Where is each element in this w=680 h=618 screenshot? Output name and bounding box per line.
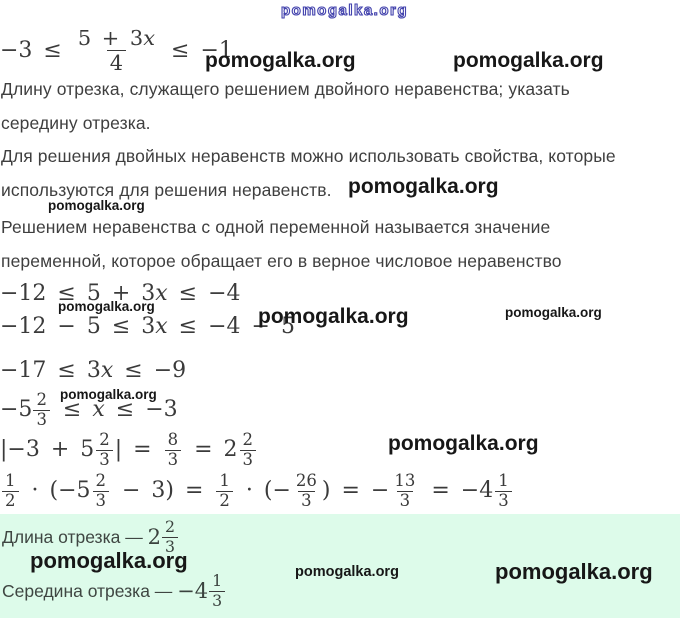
answer-midpoint-value: −4 1 3: [177, 572, 227, 609]
math-text: = −4: [420, 478, 494, 504]
theory-line-2: используются для решения неравенств.: [1, 180, 332, 200]
fraction-numerator: 1: [498, 471, 509, 490]
mixed-number-whole: −4: [177, 578, 209, 603]
theory-line-3: Решением неравенства с одной переменной …: [1, 217, 551, 237]
watermark: pomogalka.org: [295, 564, 399, 580]
watermark: pomogalka.org: [48, 198, 145, 213]
fraction-numerator: 2: [99, 430, 110, 449]
fraction-numerator: 2: [95, 471, 107, 490]
fraction-denominator: 3: [164, 449, 182, 470]
watermark-outline: pomogalka.org: [280, 2, 409, 19]
fraction-denominator: 3: [96, 449, 113, 470]
watermark: pomogalka.org: [453, 49, 604, 72]
math-text: −17 ≤ 3x ≤ −9: [0, 358, 187, 383]
fraction-numerator: 1: [219, 471, 230, 490]
math-step-3: −17 ≤ 3x ≤ −9: [0, 360, 186, 382]
answer-midpoint-row: Середина отрезка — −4 1 3: [2, 570, 227, 612]
fraction-denominator: 3: [239, 449, 257, 470]
math-text: − 3) =: [111, 478, 215, 504]
fraction-numerator: 8: [167, 430, 179, 449]
theory-line-1: Для решения двойных неравенств можно исп…: [1, 146, 616, 166]
math-text: ≤ −1: [160, 37, 233, 63]
watermark: pomogalka.org: [388, 432, 539, 455]
fraction-denominator: 3: [298, 490, 315, 511]
watermark: pomogalka.org: [348, 175, 499, 198]
math-text: = 2: [183, 437, 238, 463]
math-text: −12 − 5 ≤ 3x ≤ −4 − 5: [0, 314, 295, 339]
watermark: pomogalka.org: [505, 305, 602, 320]
fraction: 13 3: [391, 471, 418, 511]
fraction-numerator: 26: [295, 471, 317, 490]
watermark: pomogalka.org: [60, 387, 157, 402]
math-step-1: −12 ≤ 5 + 3x ≤ −4: [0, 283, 241, 305]
fraction-denominator: 2: [2, 490, 19, 511]
fraction-denominator: 2: [216, 490, 233, 511]
fraction: 26 3: [293, 471, 320, 511]
mixed-number: −5 2 3: [0, 390, 52, 430]
fraction-numerator: 2: [242, 430, 254, 449]
mixed-number-whole: −5: [0, 397, 33, 423]
math-text: −12 ≤ 5 + 3x ≤ −4: [0, 281, 241, 306]
math-text: · (−5: [20, 478, 91, 504]
math-text: |−3 + 5: [0, 437, 95, 463]
watermark: pomogalka.org: [58, 299, 155, 314]
fraction-denominator: 3: [33, 409, 50, 430]
fraction-numerator: 2: [36, 390, 47, 409]
fraction-numerator: 13: [394, 471, 416, 490]
fraction-numerator: 2: [164, 517, 175, 537]
answer-length-label: Длина отрезка —: [2, 526, 148, 547]
fraction-denominator: 3: [396, 490, 414, 511]
math-step-4: −5 2 3 ≤ x ≤ −3: [0, 390, 178, 430]
fraction-denominator: 3: [161, 536, 178, 556]
math-text: ) = −: [321, 478, 390, 504]
fraction-denominator: 3: [209, 590, 226, 610]
fraction-denominator: 4: [106, 50, 127, 75]
answer-midpoint-label: Середина отрезка —: [2, 580, 178, 601]
mixed-number: −4 1 3: [177, 572, 227, 609]
problem-line-1: Длину отрезка, служащего решением двойно…: [1, 79, 570, 99]
fraction-denominator: 3: [92, 490, 109, 511]
fraction-numerator: 1: [5, 471, 16, 490]
fraction: 5 + 3x 4: [75, 26, 158, 75]
watermark: pomogalka.org: [205, 49, 356, 72]
fraction-denominator: 3: [495, 490, 512, 511]
watermark: pomogalka.org: [30, 548, 188, 573]
math-text: −3 ≤: [0, 37, 73, 63]
math-step-2: −12 − 5 ≤ 3x ≤ −4 − 5: [0, 316, 295, 338]
watermark: pomogalka.org: [495, 559, 653, 584]
mixed-number-whole: 2: [147, 524, 161, 549]
math-text: | =: [114, 437, 163, 463]
theory-line-4: переменной, которое обращает его в верно…: [1, 251, 562, 271]
fraction-numerator: 1: [212, 571, 223, 591]
math-text: · (−: [234, 478, 291, 504]
problem-line-2: середину отрезка.: [1, 113, 151, 133]
math-given-inequality: −3 ≤ 5 + 3x 4 ≤ −1: [0, 26, 233, 75]
watermark: pomogalka.org: [258, 305, 409, 328]
fraction-numerator: 5 + 3x: [77, 26, 156, 50]
math-text: ≤ x ≤ −3: [51, 397, 178, 423]
